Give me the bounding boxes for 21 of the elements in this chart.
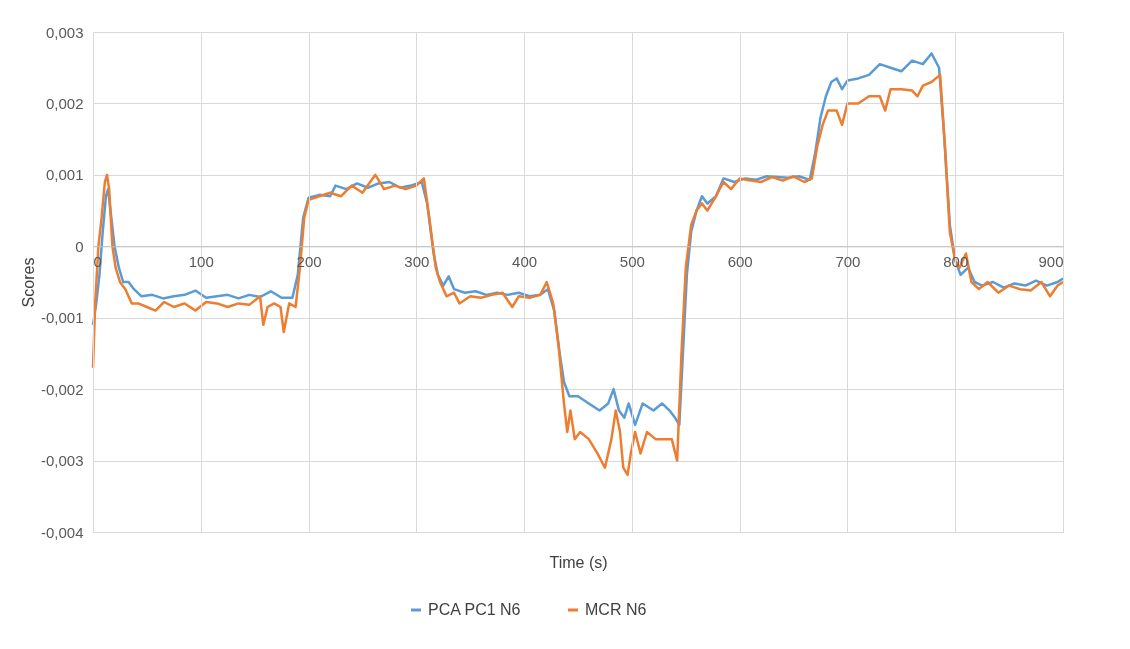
x-tick-label: 300 bbox=[404, 252, 430, 270]
y-tick-label: 0,002 bbox=[45, 94, 84, 112]
x-tick-label: 100 bbox=[188, 252, 214, 270]
x-tick-label: 600 bbox=[727, 252, 753, 270]
y-tick-label: -0,002 bbox=[40, 380, 84, 398]
legend-label: PCA PC1 N6 bbox=[428, 601, 521, 618]
x-tick-label: 0 bbox=[93, 252, 102, 270]
legend-label: MCR N6 bbox=[585, 601, 647, 618]
y-tick-label: -0,004 bbox=[40, 523, 84, 541]
y-tick-label: 0,003 bbox=[45, 23, 84, 41]
x-axis-title: Time (s) bbox=[549, 553, 608, 571]
y-tick-label: -0,003 bbox=[40, 452, 84, 470]
x-tick-label: 700 bbox=[835, 252, 861, 270]
x-tick-label: 500 bbox=[619, 252, 645, 270]
line-series bbox=[91, 73, 1065, 477]
y-tick-label: 0,001 bbox=[45, 166, 84, 184]
y-tick-label: -0,001 bbox=[40, 309, 84, 327]
y-axis-title: Scores bbox=[19, 257, 37, 308]
y-tick-label: 0 bbox=[75, 237, 84, 255]
x-tick-label: 900 bbox=[1038, 252, 1064, 270]
x-tick-label: 400 bbox=[512, 252, 538, 270]
